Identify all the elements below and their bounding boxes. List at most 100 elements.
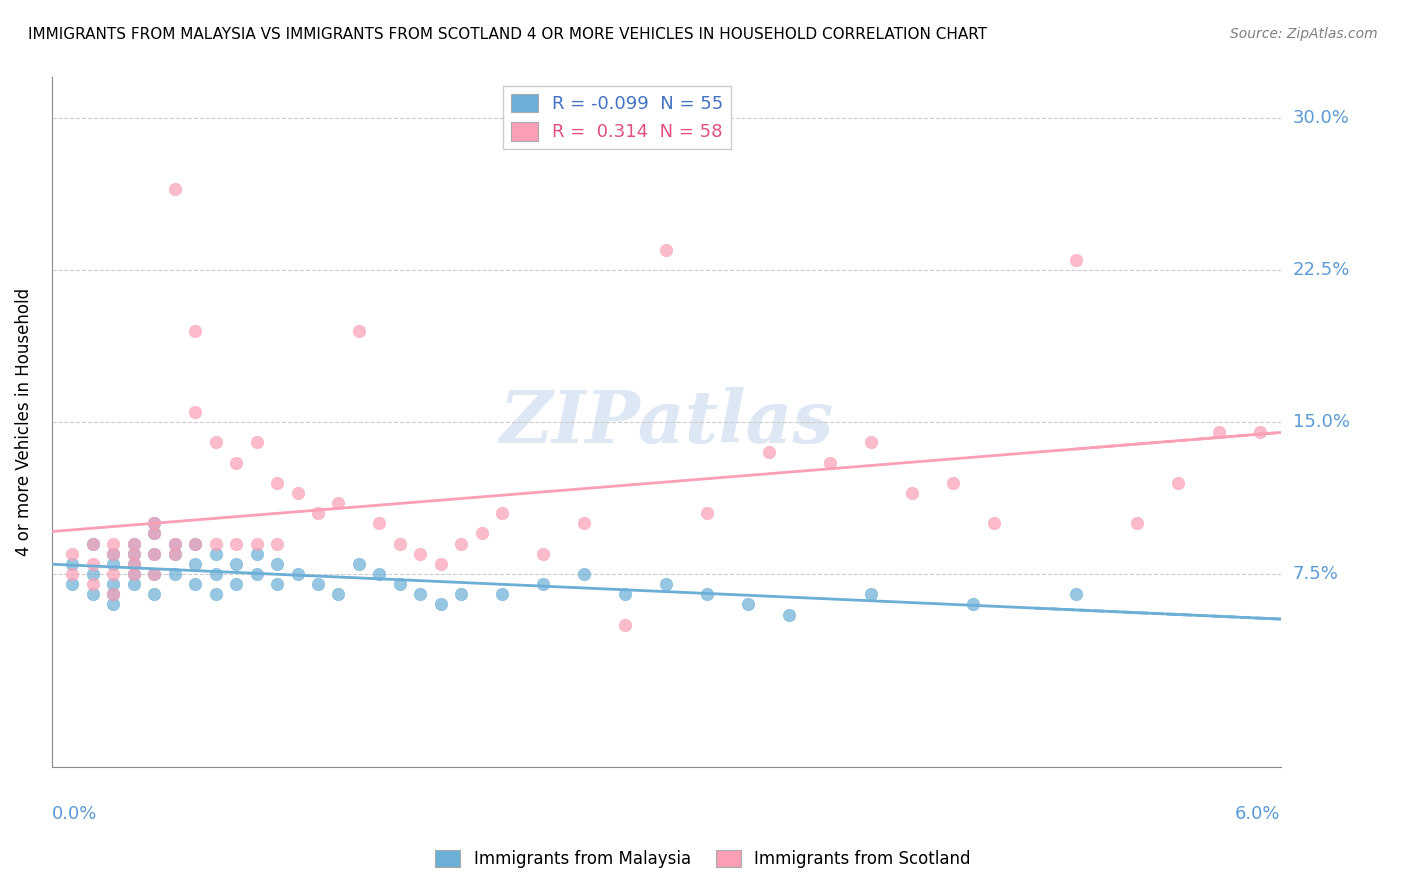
Point [143, 567, 166, 582]
Point [103, 587, 125, 601]
Point [1249, 425, 1271, 439]
Point [204, 435, 226, 450]
Point [122, 577, 145, 591]
Text: 0.0%: 0.0% [52, 805, 97, 823]
Point [696, 506, 718, 520]
Point [778, 607, 800, 622]
Point [143, 567, 166, 582]
Point [143, 516, 166, 531]
Point [491, 587, 513, 601]
Point [122, 567, 145, 582]
Point [143, 547, 166, 561]
Point [328, 587, 350, 601]
Point [184, 577, 207, 591]
Point [388, 577, 411, 591]
Point [122, 547, 145, 561]
Point [266, 536, 288, 550]
Point [184, 405, 207, 419]
Point [103, 536, 125, 550]
Point [655, 577, 678, 591]
Point [962, 598, 984, 612]
Point [245, 547, 267, 561]
Point [245, 536, 267, 550]
Point [122, 547, 145, 561]
Point [245, 567, 267, 582]
Point [82, 567, 104, 582]
Point [655, 243, 678, 257]
Point [60, 567, 83, 582]
Point [245, 435, 267, 450]
Point [163, 536, 186, 550]
Point [103, 557, 125, 571]
Point [266, 577, 288, 591]
Point [60, 577, 83, 591]
Point [103, 577, 125, 591]
Text: IMMIGRANTS FROM MALAYSIA VS IMMIGRANTS FROM SCOTLAND 4 OR MORE VEHICLES IN HOUSE: IMMIGRANTS FROM MALAYSIA VS IMMIGRANTS F… [28, 27, 987, 42]
Point [942, 475, 965, 490]
Text: 7.5%: 7.5% [1294, 565, 1339, 583]
Point [103, 587, 125, 601]
Point [307, 506, 329, 520]
Point [122, 536, 145, 550]
Point [859, 435, 882, 450]
Point [163, 536, 186, 550]
Point [531, 547, 554, 561]
Point [287, 567, 309, 582]
Point [368, 567, 391, 582]
Point [471, 526, 494, 541]
Point [103, 547, 125, 561]
Point [143, 526, 166, 541]
Point [204, 547, 226, 561]
Point [430, 598, 453, 612]
Point [103, 547, 125, 561]
Point [266, 557, 288, 571]
Point [491, 506, 513, 520]
Point [122, 557, 145, 571]
Point [82, 587, 104, 601]
Point [1064, 252, 1087, 267]
Point [163, 547, 186, 561]
Point [287, 486, 309, 500]
Point [347, 324, 370, 338]
Point [184, 536, 207, 550]
Point [122, 557, 145, 571]
Y-axis label: 4 or more Vehicles in Household: 4 or more Vehicles in Household [15, 288, 32, 556]
Point [307, 577, 329, 591]
Point [103, 598, 125, 612]
Point [122, 567, 145, 582]
Text: 6.0%: 6.0% [1234, 805, 1281, 823]
Point [388, 536, 411, 550]
Point [163, 567, 186, 582]
Point [983, 516, 1005, 531]
Point [184, 557, 207, 571]
Legend: Immigrants from Malaysia, Immigrants from Scotland: Immigrants from Malaysia, Immigrants fro… [429, 843, 977, 875]
Point [225, 557, 247, 571]
Point [225, 536, 247, 550]
Point [225, 456, 247, 470]
Point [450, 587, 472, 601]
Point [184, 536, 207, 550]
Point [758, 445, 780, 459]
Point [409, 587, 432, 601]
Point [225, 577, 247, 591]
Point [614, 587, 637, 601]
Legend: R = -0.099  N = 55, R =  0.314  N = 58: R = -0.099 N = 55, R = 0.314 N = 58 [503, 87, 731, 149]
Point [696, 587, 718, 601]
Point [60, 547, 83, 561]
Text: ZIPatlas: ZIPatlas [499, 386, 834, 458]
Text: 15.0%: 15.0% [1294, 413, 1350, 431]
Point [143, 587, 166, 601]
Text: 30.0%: 30.0% [1294, 109, 1350, 127]
Point [1126, 516, 1149, 531]
Point [60, 557, 83, 571]
Point [266, 475, 288, 490]
Point [82, 577, 104, 591]
Point [204, 567, 226, 582]
Point [163, 547, 186, 561]
Point [122, 536, 145, 550]
Point [82, 536, 104, 550]
Point [1208, 425, 1230, 439]
Point [1064, 587, 1087, 601]
Point [143, 526, 166, 541]
Point [184, 324, 207, 338]
